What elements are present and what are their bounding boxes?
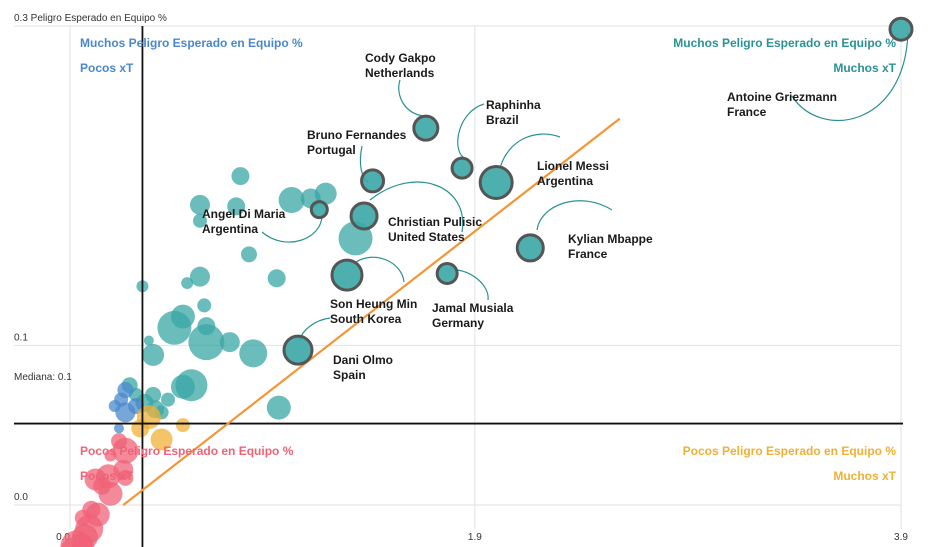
player-team-label: United States (388, 230, 465, 244)
player-point (278, 187, 305, 214)
player-point (60, 537, 88, 547)
player-team-label: South Korea (330, 312, 402, 326)
player-point (114, 423, 125, 434)
trendline (122, 117, 621, 506)
player-team-label: Spain (333, 368, 366, 382)
highlighted-player-point (478, 164, 514, 200)
player-point (117, 469, 134, 486)
player-point (131, 419, 150, 438)
player-point (227, 197, 246, 216)
highlighted-player-point (309, 200, 329, 220)
player-point (175, 418, 190, 433)
player-team-label: France (568, 247, 608, 261)
leader-line (355, 256, 405, 283)
highlighted-player-point (888, 16, 914, 42)
x-tick-label: 3.9 (894, 532, 908, 543)
player-team-label: Germany (432, 316, 484, 330)
player-point (266, 395, 291, 420)
player-name-label: Dani Olmo (333, 353, 393, 367)
leader-line (261, 214, 323, 243)
quadrant-bottom-left-line2: Pocos xT (80, 469, 134, 483)
quadrant-top-right-line2: Muchos xT (833, 61, 896, 75)
player-team-label: Brazil (486, 113, 519, 127)
highlighted-player-point (360, 168, 386, 194)
player-point (267, 269, 286, 288)
player-name-label: Raphinha (486, 98, 541, 112)
trend-line (122, 117, 621, 506)
player-point (189, 266, 210, 287)
player-name-label: Jamal Musiala (432, 301, 514, 315)
leader-line (398, 79, 426, 117)
player-name-label: Antoine Griezmann (727, 90, 837, 104)
player-point (143, 335, 154, 346)
player-point (142, 343, 165, 366)
player-name-label: Angel Di Maria (202, 207, 286, 221)
leader-line (369, 181, 464, 233)
player-point (170, 374, 195, 399)
player-name-label: Son Heung Min (330, 297, 417, 311)
player-name-label: Cody Gakpo (365, 51, 436, 65)
leader-line (791, 31, 909, 121)
data-points (60, 167, 373, 547)
player-point (150, 428, 173, 451)
player-team-label: Portugal (307, 143, 356, 157)
player-point (112, 437, 139, 464)
player-point (197, 298, 212, 313)
y-tick-label: 0.3 Peligro Esperado en Equipo % (14, 13, 167, 24)
player-team-label: Argentina (202, 222, 258, 236)
player-point (71, 544, 86, 547)
player-point (98, 481, 123, 506)
player-point (314, 182, 337, 205)
highlighted-player-point (349, 201, 379, 231)
player-point (231, 167, 250, 186)
highlighted-player-point (450, 156, 474, 180)
player-team-label: Argentina (537, 174, 593, 188)
median-label: Mediana: 0.1 (14, 372, 72, 383)
player-name-label: Bruno Fernandes (307, 128, 407, 142)
player-point (188, 324, 225, 361)
player-point (161, 392, 176, 407)
highlighted-player-point (412, 114, 440, 142)
player-point (219, 332, 240, 353)
y-tick-label: 0.0 (14, 492, 28, 503)
leader-line (457, 103, 485, 158)
highlighted-player-point (330, 258, 364, 292)
y-tick-label: 0.1 (14, 332, 28, 343)
player-point (181, 277, 194, 290)
quadrant-bottom-right-line2: Muchos xT (833, 469, 896, 483)
player-point (192, 213, 207, 228)
leader-line (499, 133, 561, 169)
player-team-label: Netherlands (365, 66, 435, 80)
highlighted-player-point (282, 334, 314, 366)
player-point (189, 194, 210, 215)
player-point (104, 449, 117, 462)
player-name-label: Kylian Mbappe (568, 232, 653, 246)
player-name-label: Lionel Messi (537, 159, 609, 173)
x-tick-label: 1.9 (468, 532, 482, 543)
player-point (157, 310, 192, 345)
leader-line (454, 269, 489, 301)
highlighted-player-point (515, 233, 545, 263)
player-point (240, 246, 257, 263)
player-team-label: France (727, 105, 767, 119)
quadrant-top-left-line2: Pocos xT (80, 61, 134, 75)
quadrant-bottom-left-line1: Pocos Peligro Esperado en Equipo % (80, 444, 294, 458)
median-lines (14, 26, 903, 547)
quadrant-top-right-line1: Muchos Peligro Esperado en Equipo % (673, 36, 896, 50)
player-point (239, 339, 268, 368)
player-name-label: Christian Pulisic (388, 215, 482, 229)
highlighted-player-point (435, 261, 459, 285)
quadrant-bottom-right-line1: Pocos Peligro Esperado en Equipo % (683, 444, 897, 458)
leader-line (536, 200, 613, 231)
quadrant-top-left-line1: Muchos Peligro Esperado en Equipo % (80, 36, 303, 50)
